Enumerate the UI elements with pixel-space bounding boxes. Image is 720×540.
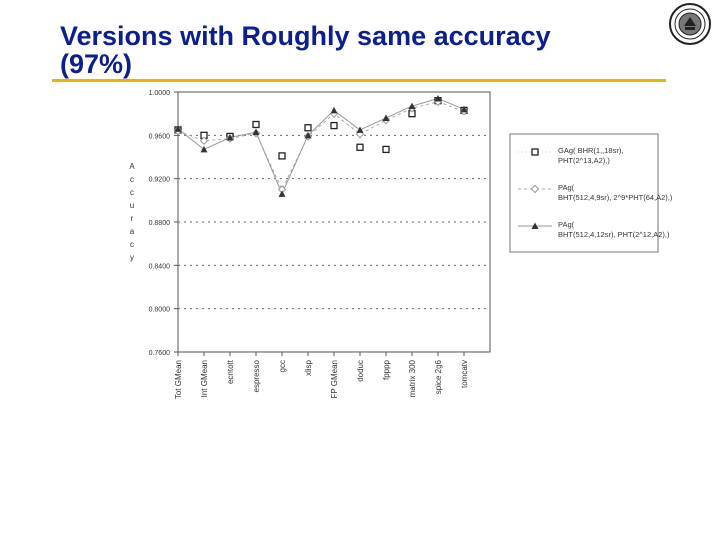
x-tick-label: tomcatv xyxy=(460,360,469,388)
legend: GAg( BHR(1,,18sr), PHT(2^13,A2),) PAg(BHT(… xyxy=(509,133,673,253)
y-tick-label: 0.7600 xyxy=(149,350,171,357)
series-3-point xyxy=(460,105,468,113)
y-tick-label: 1.0000 xyxy=(149,90,171,97)
legend-label: PAg(BHT(512,4,12sr), PHT(2^12,A2),) xyxy=(558,220,670,239)
x-tick-label: fpppp xyxy=(382,359,391,380)
series-1-point xyxy=(330,121,338,130)
slide-title: Versions with Roughly same accuracy (97%… xyxy=(60,21,551,79)
series-3-point xyxy=(226,134,234,141)
x-tick-label: xlisp xyxy=(304,359,313,376)
series-3-point xyxy=(200,145,208,153)
series-3-line xyxy=(177,97,465,196)
x-tick-label: matrix 300 xyxy=(408,359,417,397)
series-layer xyxy=(173,95,469,197)
x-axis: Tot GMean Int GMean ecntott espresso gcc xlis… xyxy=(174,352,469,399)
x-tick-label: doduc xyxy=(356,360,365,382)
title-underline xyxy=(52,79,666,82)
accuracy-chart: 1.0000 0.9600 0.9200 0.8800 0.8400 0.8000 0.76… xyxy=(129,90,673,399)
series-3-point xyxy=(252,128,260,136)
legend-label: GAg( BHR(1,,18sr), PHT(2^13,A2),) xyxy=(558,146,623,165)
series-3-point xyxy=(382,114,390,121)
legend-marker xyxy=(531,148,539,156)
series-3-point xyxy=(408,102,416,110)
series-3-point xyxy=(434,95,442,102)
series-2-point xyxy=(199,136,209,145)
x-tick-label: espresso xyxy=(252,359,261,392)
series-3-point xyxy=(174,125,182,132)
series-1-point xyxy=(252,120,260,129)
series-1-point xyxy=(356,143,364,151)
y-axis: 1.0000 0.9600 0.9200 0.8800 0.8400 0.8000 0.76… xyxy=(149,90,178,357)
y-tick-label: 0.9200 xyxy=(149,177,171,184)
y-tick-label: 0.8800 xyxy=(149,220,171,227)
x-tick-label: gcc xyxy=(278,360,287,372)
plot-grid xyxy=(177,91,491,353)
series-3-point xyxy=(356,126,364,133)
y-tick-label: 0.8400 xyxy=(149,263,171,270)
series-1-point xyxy=(382,145,390,154)
series-3-point xyxy=(278,190,286,197)
x-tick-label: Tot GMean xyxy=(174,360,183,399)
university-seal-logo xyxy=(669,3,711,45)
series-1-point xyxy=(278,152,286,160)
legend-label: PAg(BHT(512,4,9sr), 2^9*PHT(64,A2),) xyxy=(558,183,673,202)
legend-marker xyxy=(530,184,540,194)
legend-marker xyxy=(531,222,539,229)
series-3-point xyxy=(304,131,312,139)
series-2-line xyxy=(177,101,465,191)
series-3-point xyxy=(330,106,338,114)
x-tick-label: FP GMean xyxy=(330,360,339,399)
x-tick-label: ecntott xyxy=(226,359,235,384)
x-tick-label: Int GMean xyxy=(200,360,209,397)
series-1-point xyxy=(304,124,312,132)
x-tick-label: spice 2g6 xyxy=(434,359,443,394)
y-tick-label: 0.9600 xyxy=(149,133,171,140)
y-tick-label: 0.8000 xyxy=(149,307,171,314)
